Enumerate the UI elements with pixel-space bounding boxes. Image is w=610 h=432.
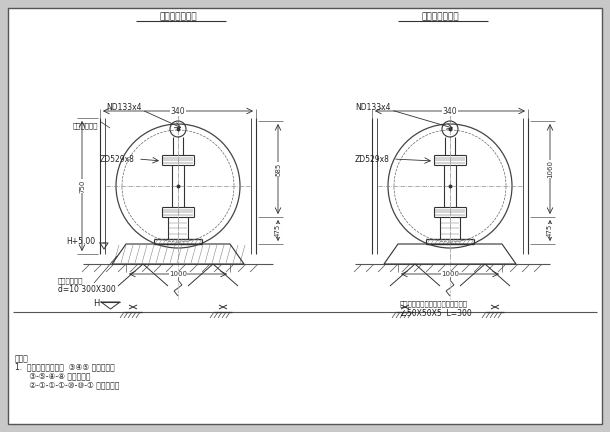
Text: ZD529x8: ZD529x8 [355, 156, 390, 165]
Text: ③-⑤-⑧-⑧ 导向支架，: ③-⑤-⑧-⑧ 导向支架， [15, 372, 90, 381]
Text: 1000: 1000 [441, 271, 459, 277]
Text: ∠50X50X5  L=300: ∠50X50X5 L=300 [400, 309, 472, 318]
Text: 585: 585 [275, 162, 281, 176]
Circle shape [388, 124, 512, 248]
Text: 导向支架详图二截（滑动支架参下）: 导向支架详图二截（滑动支架参下） [400, 301, 468, 307]
Text: ND133x4: ND133x4 [106, 102, 142, 111]
Text: H: H [93, 299, 99, 308]
Text: 340: 340 [443, 107, 458, 115]
Text: 固定支架大样二: 固定支架大样二 [159, 13, 197, 22]
Text: 475: 475 [275, 224, 281, 237]
Text: 1000: 1000 [169, 271, 187, 277]
Text: 750: 750 [79, 179, 85, 193]
Text: 备注：: 备注： [15, 355, 29, 363]
Text: ②-①-①-①-⑩-⑩-① 滑动支架。: ②-①-①-①-⑩-⑩-① 滑动支架。 [15, 381, 120, 390]
Text: 1060: 1060 [547, 160, 553, 178]
Text: d=10 300X300: d=10 300X300 [58, 285, 116, 293]
Text: H+5.00: H+5.00 [66, 238, 95, 247]
Text: 土建基座截面: 土建基座截面 [58, 278, 84, 284]
Text: 475: 475 [547, 224, 553, 237]
Polygon shape [8, 8, 602, 424]
Text: ND133x4: ND133x4 [355, 102, 390, 111]
Text: 1.  本支撑管形式用于  ③④⑤ 固定支架，: 1. 本支撑管形式用于 ③④⑤ 固定支架， [15, 362, 115, 372]
Text: 340: 340 [171, 107, 185, 115]
Text: 土建预留槽钢: 土建预留槽钢 [73, 123, 98, 129]
Text: ZD529x8: ZD529x8 [100, 156, 135, 165]
Circle shape [116, 124, 240, 248]
Text: 导向支架大样二: 导向支架大样二 [421, 13, 459, 22]
